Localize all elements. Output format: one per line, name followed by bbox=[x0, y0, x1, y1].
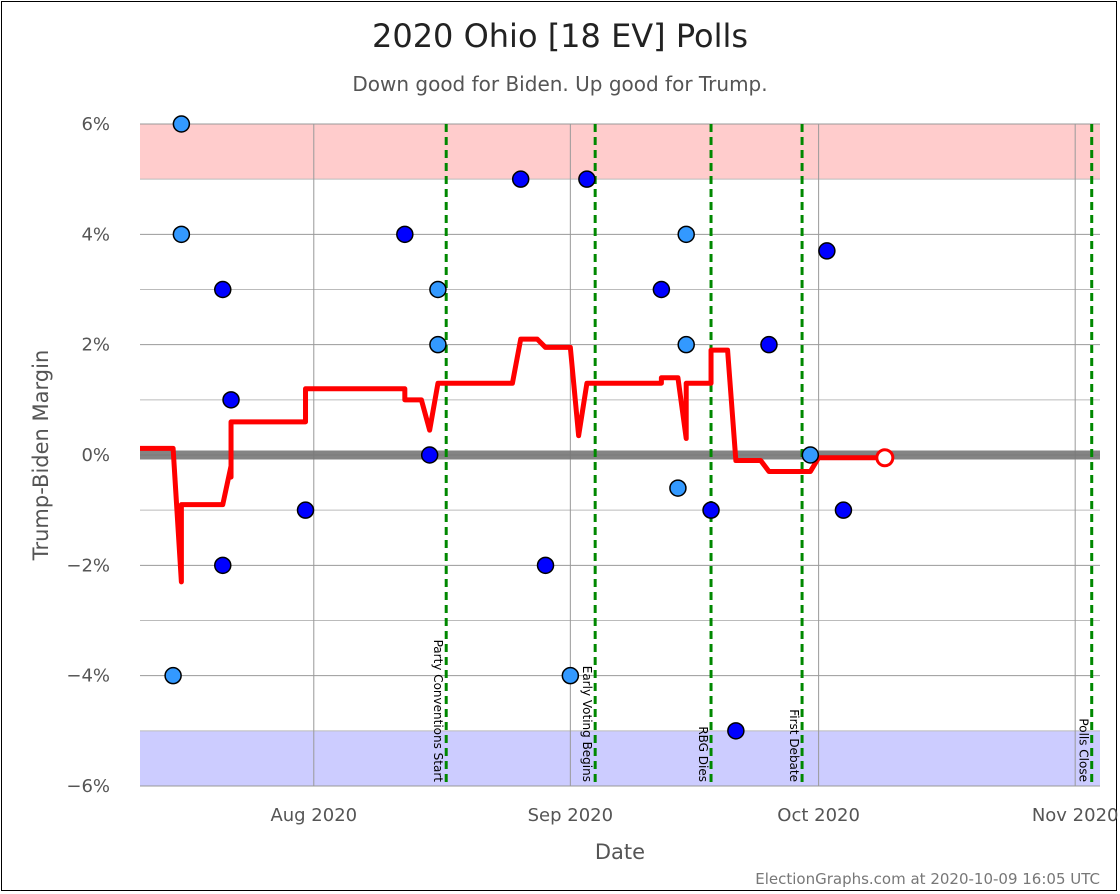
poll-point bbox=[429, 335, 447, 354]
y-tick-label: 4% bbox=[81, 224, 110, 245]
threshold-bands bbox=[140, 124, 1100, 786]
poll-point bbox=[669, 479, 687, 497]
poll-point bbox=[172, 115, 191, 133]
event-label: First Debate bbox=[787, 709, 801, 782]
poll-point bbox=[677, 335, 695, 354]
poll-point bbox=[164, 666, 182, 685]
poll-point bbox=[652, 280, 671, 299]
poll-point bbox=[214, 280, 232, 299]
x-axis-label: Date bbox=[595, 840, 645, 864]
poll-point bbox=[702, 501, 720, 519]
x-tick-label: Oct 2020 bbox=[777, 805, 860, 826]
poll-point bbox=[420, 446, 439, 464]
event-label: Early Voting Begins bbox=[580, 666, 594, 782]
event-label: RBG Dies bbox=[696, 726, 710, 782]
y-axis-ticks: 6% 4% 2% 0% −2% −4% −6% bbox=[66, 114, 110, 797]
y-tick-label: 2% bbox=[81, 335, 110, 356]
poll-point bbox=[172, 225, 191, 244]
x-tick-label: Nov 2020 bbox=[1032, 805, 1119, 826]
poll-point bbox=[818, 242, 836, 260]
event-label: Party Conventions Start bbox=[431, 640, 445, 783]
poll-point bbox=[222, 391, 240, 409]
y-axis-label: Trump-Biden Margin bbox=[29, 350, 53, 562]
x-tick-label: Sep 2020 bbox=[528, 805, 613, 826]
event-markers: Party Conventions Start Early Voting Begi… bbox=[431, 124, 1094, 786]
poll-point bbox=[727, 722, 745, 740]
poll-point bbox=[677, 225, 695, 244]
poll-point bbox=[396, 225, 414, 244]
chart-title: 2020 Ohio [18 EV] Polls bbox=[372, 17, 748, 55]
poll-point bbox=[760, 335, 778, 354]
y-tick-label: 6% bbox=[81, 114, 110, 135]
average-line bbox=[140, 336, 885, 585]
poll-average bbox=[140, 336, 895, 585]
average-end-marker bbox=[875, 448, 895, 468]
poll-point bbox=[834, 501, 853, 519]
poll-point bbox=[578, 170, 596, 188]
y-tick-label: 0% bbox=[81, 445, 110, 466]
x-tick-label: Aug 2020 bbox=[270, 805, 357, 826]
poll-point bbox=[561, 666, 580, 685]
margin-band bbox=[140, 124, 1100, 180]
poll-point bbox=[536, 556, 555, 575]
y-tick-label: −2% bbox=[66, 555, 110, 576]
y-tick-label: −6% bbox=[66, 776, 110, 797]
x-axis-ticks: Aug 2020 Sep 2020 Oct 2020 Nov 2020 bbox=[270, 805, 1118, 826]
poll-point bbox=[214, 556, 232, 575]
poll-point bbox=[801, 446, 820, 464]
margin-band bbox=[140, 730, 1100, 786]
poll-point bbox=[296, 501, 315, 519]
chart-subtitle: Down good for Biden. Up good for Trump. bbox=[352, 72, 767, 96]
poll-point bbox=[511, 170, 530, 188]
poll-point bbox=[429, 280, 447, 299]
y-tick-label: −4% bbox=[66, 666, 110, 687]
footer-credit: ElectionGraphs.com at 2020-10-09 16:05 U… bbox=[755, 870, 1100, 888]
event-label: Polls Close bbox=[1077, 718, 1091, 782]
poll-points bbox=[164, 115, 853, 740]
